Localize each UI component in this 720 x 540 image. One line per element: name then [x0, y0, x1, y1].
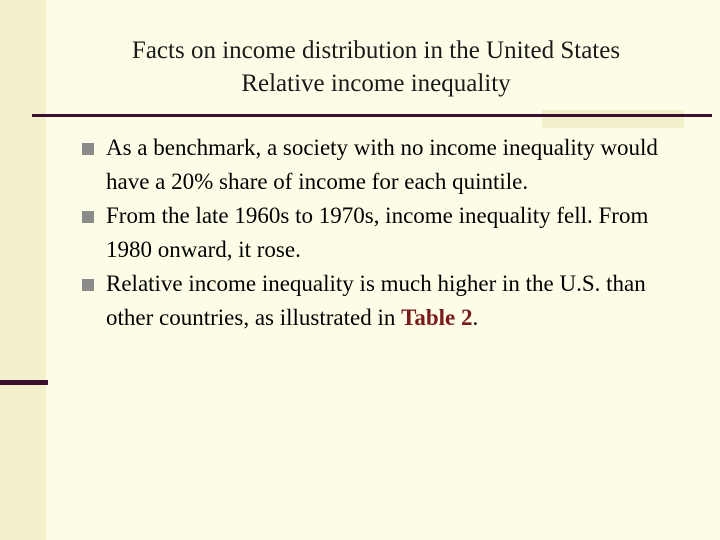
bullet-item-benchmark: As a benchmark, a society with no income… [82, 131, 682, 199]
bullet-text-comparison-end: . [472, 305, 479, 330]
bullet-item-trend: From the late 1960s to 1970s, income ine… [82, 199, 682, 267]
bullet-text-trend: From the late 1960s to 1970s, income ine… [106, 203, 649, 262]
bullet-text-benchmark: As a benchmark, a society with no income… [106, 135, 658, 194]
square-bullet-icon [82, 143, 94, 155]
square-bullet-icon [82, 211, 94, 223]
slide-title: Facts on income distribution in the Unit… [46, 34, 706, 100]
title-rule-accent [542, 110, 684, 128]
title-divider-rule [32, 114, 712, 117]
left-accent-bar [0, 380, 48, 385]
bullet-item-comparison: Relative income inequality is much highe… [82, 267, 682, 335]
square-bullet-icon [82, 279, 94, 291]
slide-title-line-1: Facts on income distribution in the Unit… [131, 37, 621, 64]
table-2-link[interactable]: Table 2 [401, 305, 473, 330]
left-decorative-band [0, 0, 46, 540]
slide-title-line-2: Relative income inequality [241, 70, 511, 97]
bullet-text-comparison: Relative income inequality is much highe… [106, 271, 646, 330]
bullet-list: As a benchmark, a society with no income… [82, 131, 682, 335]
